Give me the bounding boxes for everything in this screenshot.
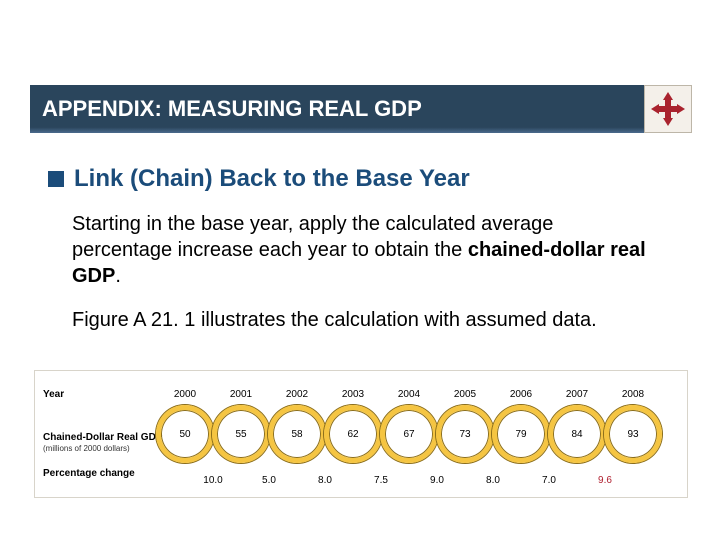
pct-value: 8.0 [475,475,511,486]
gdp-value: 79 [506,429,536,440]
year-value: 2001 [226,389,256,400]
pct-value: 7.0 [531,475,567,486]
header-title: APPENDIX: MEASURING REAL GDP [42,96,422,122]
header-bar: APPENDIX: MEASURING REAL GDP [30,85,650,133]
year-value: 2003 [338,389,368,400]
year-value: 2005 [450,389,480,400]
year-value: 2008 [618,389,648,400]
ring-row: 2000 50 2001 55 2002 58 2003 62 2004 67 2005 73 2006… [171,379,683,491]
pct-value: 10.0 [195,475,231,486]
label-year: Year [43,389,171,400]
pct-value: 7.5 [363,475,399,486]
gdp-value: 84 [562,429,592,440]
gdp-value: 50 [170,429,200,440]
year-value: 2006 [506,389,536,400]
gdp-value: 67 [394,429,424,440]
pct-value: 8.0 [307,475,343,486]
gdp-value: 73 [450,429,480,440]
bullet-text: Link (Chain) Back to the Base Year [74,165,470,193]
figure-row-labels: Year Chained-Dollar Real GDP (millions o… [43,389,171,479]
content-area: Link (Chain) Back to the Base Year Start… [48,165,658,351]
label-gdp: Chained-Dollar Real GDP (millions of 200… [43,432,171,454]
bullet-heading: Link (Chain) Back to the Base Year [48,165,658,193]
chain-figure: Year Chained-Dollar Real GDP (millions o… [34,370,688,498]
year-value: 2002 [282,389,312,400]
pct-value: 9.0 [419,475,455,486]
move-handle[interactable] [644,85,692,133]
para2-pre: Figure A 21. 1 illustrates the calculati… [72,309,597,331]
paragraph-2: Figure A 21. 1 illustrates the calculati… [72,307,658,333]
pct-value: 9.6 [587,475,623,486]
year-value: 2004 [394,389,424,400]
year-value: 2007 [562,389,592,400]
para1-post: . [115,265,121,287]
label-gdp-sub: (millions of 2000 dollars) [43,444,130,453]
bullet-square-icon [48,171,64,187]
label-gdp-text: Chained-Dollar Real GDP [43,432,162,443]
paragraph-1: Starting in the base year, apply the cal… [72,211,658,289]
gdp-value: 55 [226,429,256,440]
pct-value: 5.0 [251,475,287,486]
gdp-value: 62 [338,429,368,440]
year-value: 2000 [170,389,200,400]
label-pct: Percentage change [43,468,171,479]
move-icon [651,92,685,126]
gdp-value: 58 [282,429,312,440]
gdp-value: 93 [618,429,648,440]
